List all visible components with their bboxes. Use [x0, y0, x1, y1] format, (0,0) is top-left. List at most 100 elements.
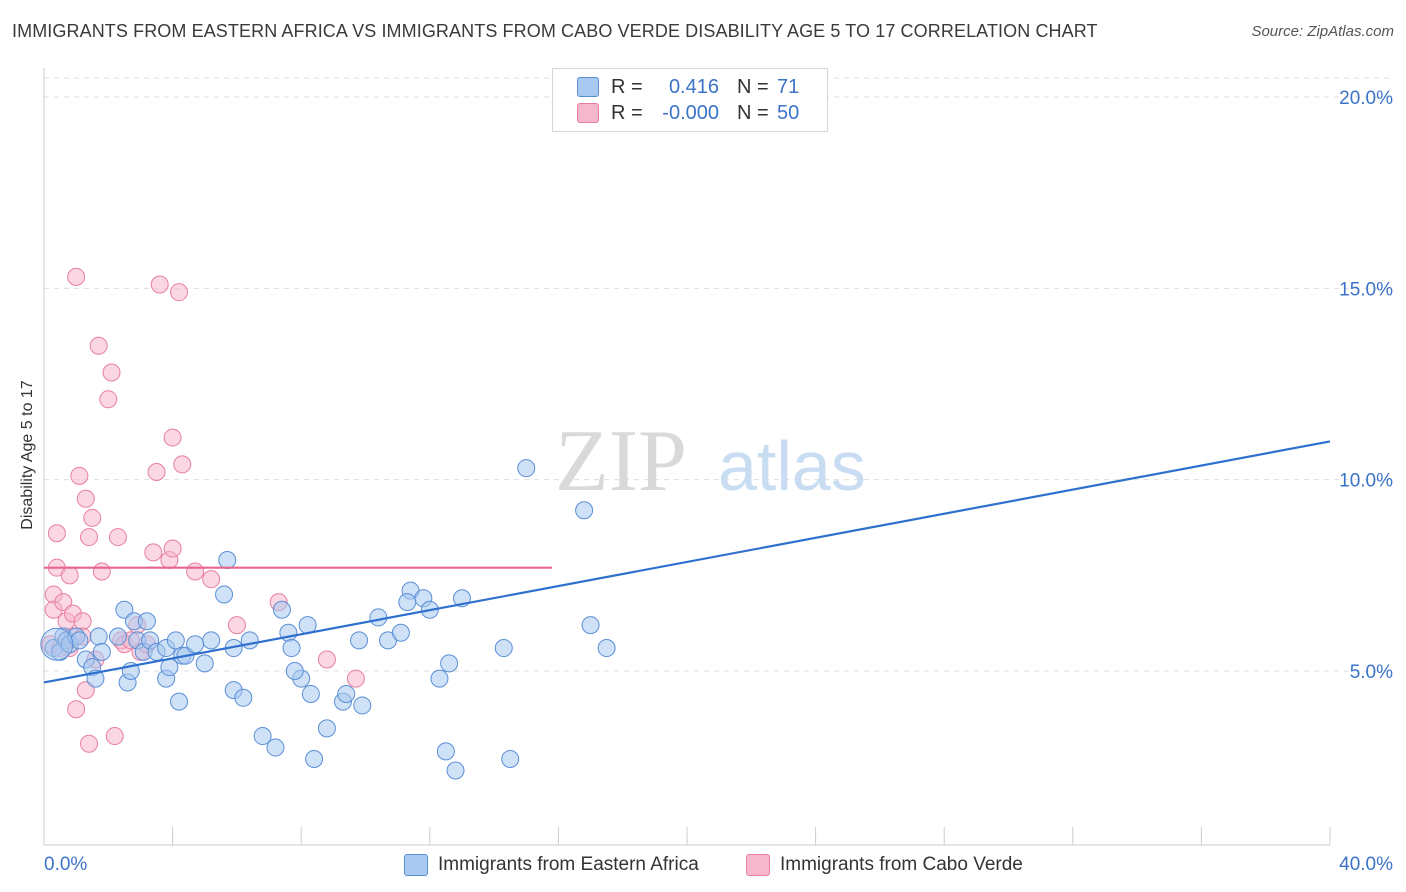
data-point-eastern-africa	[89, 627, 108, 646]
data-point-eastern-africa	[215, 585, 234, 604]
legend-n-value: 71	[777, 75, 800, 98]
data-point-eastern-africa	[137, 612, 156, 631]
data-point-eastern-africa	[305, 750, 324, 769]
y-tick-label: 5.0%	[1350, 662, 1393, 683]
data-point-eastern-africa	[272, 600, 291, 619]
data-point-eastern-africa	[494, 639, 513, 658]
data-point-eastern-africa	[70, 631, 89, 650]
data-point-cabo-verde	[76, 681, 95, 700]
source-credit: Source: ZipAtlas.com	[1251, 23, 1394, 40]
data-point-eastern-africa	[266, 738, 285, 757]
x-tick-label: 0.0%	[44, 854, 87, 875]
data-point-eastern-africa	[436, 742, 455, 761]
data-point-cabo-verde	[170, 283, 189, 302]
data-point-cabo-verde	[60, 566, 79, 585]
bottom-legend-swatch-blue	[404, 854, 428, 876]
data-point-cabo-verde	[150, 275, 169, 294]
data-point-eastern-africa	[369, 608, 388, 627]
watermark-atlas: atlas	[718, 427, 866, 505]
legend-n-label: N =	[737, 75, 769, 98]
data-point-cabo-verde	[173, 455, 192, 474]
watermark-zip: ZIP	[555, 413, 687, 510]
data-point-cabo-verde	[108, 528, 127, 547]
data-point-cabo-verde	[92, 562, 111, 581]
data-point-cabo-verde	[186, 562, 205, 581]
legend-swatch-blue	[577, 77, 599, 97]
data-point-cabo-verde	[54, 593, 73, 612]
data-point-eastern-africa	[186, 635, 205, 654]
data-point-cabo-verde	[317, 650, 336, 669]
data-point-eastern-africa	[195, 654, 214, 673]
data-point-cabo-verde	[147, 463, 166, 482]
trend-lines	[43, 440, 1331, 684]
data-point-eastern-africa	[440, 654, 459, 673]
data-point-eastern-africa	[234, 688, 253, 707]
x-tick-label: 40.0%	[1339, 854, 1393, 875]
bottom-legend-swatch-pink	[746, 854, 770, 876]
legend-r-label: R =	[611, 75, 643, 98]
data-point-cabo-verde	[202, 570, 221, 589]
data-point-cabo-verde	[102, 363, 121, 382]
data-point-eastern-africa	[597, 639, 616, 658]
data-point-eastern-africa	[581, 616, 600, 635]
watermark: ZIP atlas	[555, 413, 866, 510]
data-point-cabo-verde	[163, 539, 182, 558]
data-point-eastern-africa	[501, 750, 520, 769]
data-point-eastern-africa	[317, 719, 336, 738]
data-point-eastern-africa	[337, 684, 356, 703]
tick-labels: 5.0% 10.0% 15.0% 20.0% 0.0% 40.0%	[44, 88, 1393, 875]
legend-n-value: 50	[777, 101, 800, 124]
data-point-cabo-verde	[144, 543, 163, 562]
data-point-eastern-africa	[108, 627, 127, 646]
data-point-cabo-verde	[67, 700, 86, 719]
legend-swatch-pink	[577, 103, 599, 123]
data-point-eastern-africa	[517, 459, 536, 478]
bottom-legend-eastern-africa: Immigrants from Eastern Africa	[404, 852, 699, 878]
data-point-eastern-africa	[301, 684, 320, 703]
data-point-cabo-verde	[80, 528, 99, 547]
data-point-cabo-verde	[99, 390, 118, 409]
correlation-legend: R = 0.416 N = 71 R = -0.000 N = 50	[552, 68, 828, 132]
data-point-eastern-africa	[282, 639, 301, 658]
legend-row-cabo-verde: R = -0.000 N = 50	[577, 101, 799, 125]
bottom-legend-cabo-verde: Immigrants from Cabo Verde	[746, 852, 1023, 878]
data-point-eastern-africa	[170, 692, 189, 711]
legend-r-label: R =	[611, 101, 643, 124]
bottom-legend-label: Immigrants from Cabo Verde	[780, 854, 1023, 875]
data-point-eastern-africa	[218, 551, 237, 570]
data-point-cabo-verde	[70, 466, 89, 485]
grid-lines	[44, 77, 1392, 672]
data-point-eastern-africa-cluster	[40, 627, 74, 661]
data-point-eastern-africa	[398, 593, 417, 612]
data-point-eastern-africa	[166, 631, 185, 650]
trend-line-eastern-africa	[43, 440, 1331, 684]
y-tick-label: 15.0%	[1339, 279, 1393, 300]
data-point-eastern-africa	[115, 600, 134, 619]
data-point-eastern-africa	[202, 631, 221, 650]
data-point-cabo-verde	[89, 336, 108, 355]
data-point-cabo-verde	[227, 616, 246, 635]
data-point-cabo-verde	[163, 428, 182, 447]
data-point-cabo-verde	[73, 612, 92, 631]
legend-r-value: 0.416	[668, 75, 719, 98]
data-point-eastern-africa	[575, 501, 594, 520]
y-tick-label: 20.0%	[1339, 88, 1393, 109]
bottom-legend-label: Immigrants from Eastern Africa	[438, 854, 699, 875]
data-point-eastern-africa	[350, 631, 369, 650]
data-point-cabo-verde	[105, 727, 124, 746]
axes	[43, 68, 1331, 846]
data-point-eastern-africa	[253, 727, 272, 746]
data-point-eastern-africa	[446, 761, 465, 780]
data-point-eastern-africa	[92, 642, 111, 661]
chart-title: IMMIGRANTS FROM EASTERN AFRICA VS IMMIGR…	[12, 21, 1098, 41]
data-point-eastern-africa	[430, 669, 449, 688]
data-point-cabo-verde	[346, 669, 365, 688]
data-point-cabo-verde	[83, 508, 102, 527]
y-tick-label: 10.0%	[1339, 471, 1393, 492]
data-point-cabo-verde	[47, 524, 66, 543]
data-point-cabo-verde	[76, 489, 95, 508]
legend-r-value: -0.000	[662, 101, 719, 124]
series-eastern-africa-points	[40, 459, 616, 780]
data-point-eastern-africa	[240, 631, 259, 650]
